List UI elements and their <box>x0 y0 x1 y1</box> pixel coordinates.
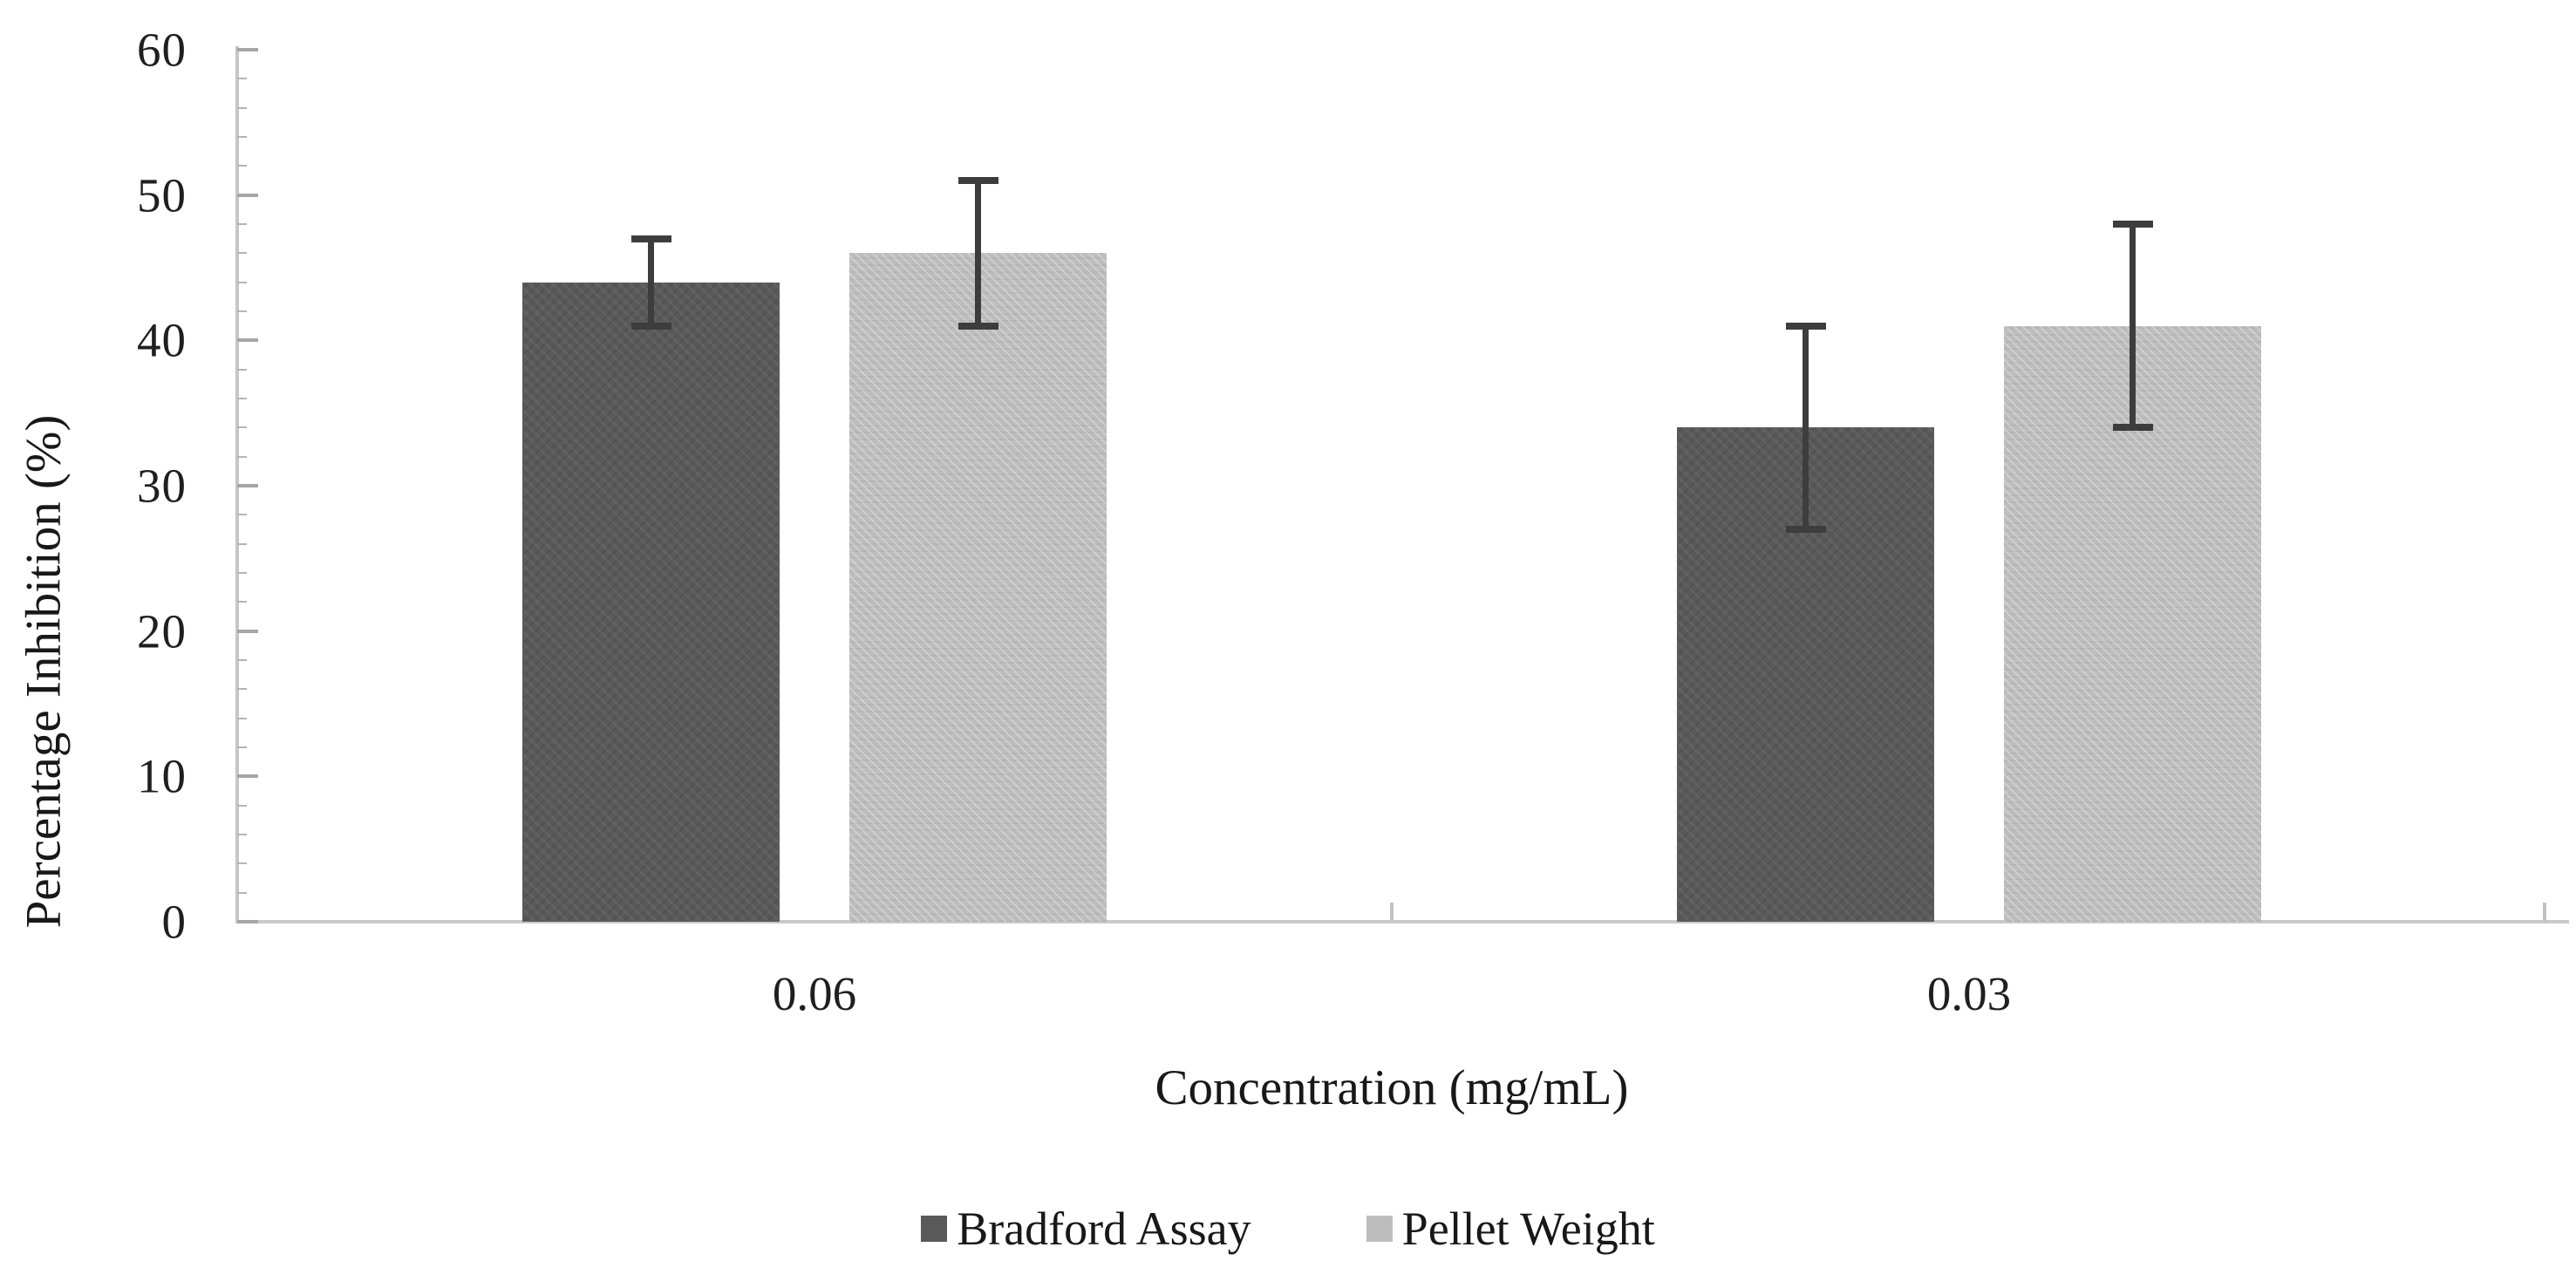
y-minor-tick <box>237 688 247 691</box>
y-tick-label-40: 40 <box>137 313 187 367</box>
y-minor-tick <box>237 659 247 661</box>
y-minor-tick <box>237 862 247 865</box>
legend-item-bradford-assay: Bradford Assay <box>921 1202 1251 1256</box>
y-minor-tick <box>237 746 247 748</box>
error-bar-cap-bottom <box>957 322 998 330</box>
y-minor-tick <box>237 542 247 545</box>
error-bar-line <box>2130 224 2136 428</box>
error-bar-line <box>1803 325 1809 529</box>
legend-swatch-pellet-weight <box>1366 1216 1393 1242</box>
x-category-label-006: 0.06 <box>772 967 857 1020</box>
error-bar-cap-top <box>630 235 671 242</box>
y-tick-label-10: 10 <box>137 749 187 803</box>
y-tick-label-0: 0 <box>161 895 187 949</box>
error-bar-cap-bottom <box>630 322 671 330</box>
y-minor-tick <box>237 165 247 167</box>
y-minor-tick <box>237 426 247 429</box>
y-minor-tick <box>237 281 247 283</box>
x-category-label-003: 0.03 <box>1926 967 2012 1020</box>
x-boundary-tick-1 <box>2543 903 2546 922</box>
y-minor-tick <box>237 223 247 225</box>
y-tick-label-50: 50 <box>137 168 187 222</box>
y-minor-tick <box>237 136 247 138</box>
y-minor-tick <box>237 310 247 312</box>
y-minor-tick <box>237 514 247 516</box>
y-major-tick-30 <box>237 484 258 487</box>
bar-pellet-weight-0.06 <box>849 253 1107 922</box>
legend-swatch-bradford-assay <box>921 1216 948 1242</box>
error-bar-line <box>648 238 654 326</box>
bar-bradford-assay-0.03 <box>1677 427 1934 922</box>
y-tick-label-30: 30 <box>137 459 187 513</box>
y-minor-tick <box>237 601 247 603</box>
x-boundary-tick-0 <box>1390 903 1394 922</box>
x-axis-line <box>235 920 2569 923</box>
y-minor-tick <box>237 368 247 371</box>
y-major-tick-50 <box>237 193 258 197</box>
y-minor-tick <box>237 78 247 80</box>
error-bar-cap-top <box>2112 221 2153 228</box>
y-minor-tick <box>237 717 247 719</box>
error-bar-line <box>975 181 981 326</box>
legend-label-bradford-assay: Bradford Assay <box>957 1203 1251 1255</box>
y-tick-label-60: 60 <box>137 23 187 77</box>
y-minor-tick <box>237 252 247 255</box>
y-major-tick-20 <box>237 629 258 633</box>
legend-label-pellet-weight: Pellet Weight <box>1401 1203 1655 1255</box>
bar-pellet-weight-0.03 <box>2004 325 2261 922</box>
error-bar-cap-bottom <box>2112 424 2153 432</box>
y-minor-tick <box>237 834 247 835</box>
y-tick-labels: 0 10 20 30 40 50 60 <box>0 26 187 946</box>
plot-area <box>235 46 2569 923</box>
y-major-tick-60 <box>237 48 258 51</box>
y-minor-tick <box>237 804 247 807</box>
y-minor-tick <box>237 106 247 109</box>
y-major-tick-40 <box>237 338 258 343</box>
error-bar-cap-top <box>957 177 998 184</box>
error-bar-cap-top <box>1785 322 1826 330</box>
x-axis-title: Concentration (mg/mL) <box>1155 1060 1629 1115</box>
legend: Bradford Assay Pellet Weight <box>0 1202 2576 1256</box>
legend-item-pellet-weight: Pellet Weight <box>1366 1202 1655 1256</box>
y-minor-tick <box>237 572 247 574</box>
y-minor-tick <box>237 398 247 399</box>
y-major-tick-0 <box>237 920 258 923</box>
bar-bradford-assay-0.06 <box>522 282 780 922</box>
y-minor-tick <box>237 891 247 894</box>
y-minor-tick <box>237 455 247 458</box>
error-bar-cap-bottom <box>1785 526 1826 533</box>
y-tick-label-20: 20 <box>137 604 187 658</box>
y-major-tick-10 <box>237 774 258 779</box>
